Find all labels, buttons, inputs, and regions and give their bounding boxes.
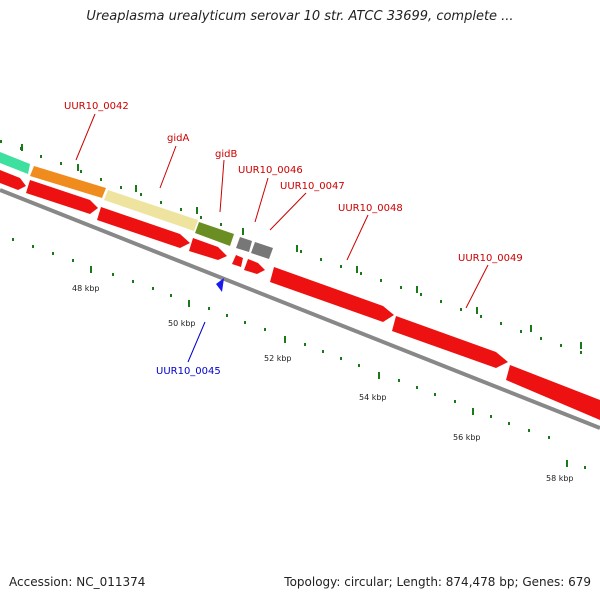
gene-label-uur10-0048[interactable]: UUR10_0048: [338, 203, 403, 214]
cds-row: [0, 170, 600, 420]
cds-arrow-9[interactable]: [506, 365, 600, 420]
cds-arrow-1[interactable]: [0, 170, 26, 190]
gene-label-gidb[interactable]: gidB: [215, 149, 237, 160]
gene-label-gida[interactable]: gidA: [167, 133, 189, 144]
cds-arrow-8[interactable]: [392, 316, 508, 368]
olive-feature[interactable]: [195, 222, 234, 246]
kbp-label-54: 54 kbp: [359, 393, 387, 402]
inner-tick-row: [12, 238, 586, 469]
genome-backbone: [0, 188, 600, 430]
gene-label-uur10-0046[interactable]: UUR10_0046: [238, 165, 303, 176]
cds-arrow-6[interactable]: [244, 259, 265, 274]
kbp-label-48: 48 kbp: [72, 284, 100, 293]
label-connectors: [75, 113, 489, 363]
khaki-feature[interactable]: [104, 190, 198, 231]
orange-feature[interactable]: [30, 166, 106, 198]
cds-arrow-2[interactable]: [26, 180, 98, 214]
teal-feature[interactable]: [0, 152, 30, 174]
cds-arrow-5[interactable]: [232, 255, 243, 267]
gene-label-uur10-0047[interactable]: UUR10_0047: [280, 181, 345, 192]
gene-label-uur10-0045[interactable]: UUR10_0045: [156, 366, 221, 377]
kbp-label-50: 50 kbp: [168, 319, 196, 328]
gray-feature-2[interactable]: [251, 242, 273, 259]
map-title: Ureaplasma urealyticum serovar 10 str. A…: [86, 9, 514, 24]
uur10-0045-feature[interactable]: [216, 278, 224, 292]
genome-stats-text: Topology: circular; Length: 874,478 bp; …: [284, 575, 591, 589]
kbp-label-58: 58 kbp: [546, 474, 574, 483]
cds-arrow-3[interactable]: [97, 207, 190, 248]
gene-labels: UUR10_0042 gidA gidB UUR10_0046 UUR10_00…: [64, 101, 523, 377]
kbp-labels: 48 kbp 50 kbp 52 kbp 54 kbp 56 kbp 58 kb…: [72, 284, 574, 483]
feature-row-top: [0, 152, 273, 259]
gene-label-uur10-0042[interactable]: UUR10_0042: [64, 101, 129, 112]
outer-tick-row: [0, 140, 582, 354]
gene-label-uur10-0049[interactable]: UUR10_0049: [458, 253, 523, 264]
cds-arrow-7[interactable]: [270, 267, 394, 322]
accession-text: Accession: NC_011374: [9, 575, 146, 589]
kbp-label-56: 56 kbp: [453, 433, 481, 442]
gray-feature-1[interactable]: [236, 237, 252, 252]
cds-arrow-4[interactable]: [189, 238, 227, 260]
kbp-label-52: 52 kbp: [264, 354, 292, 363]
